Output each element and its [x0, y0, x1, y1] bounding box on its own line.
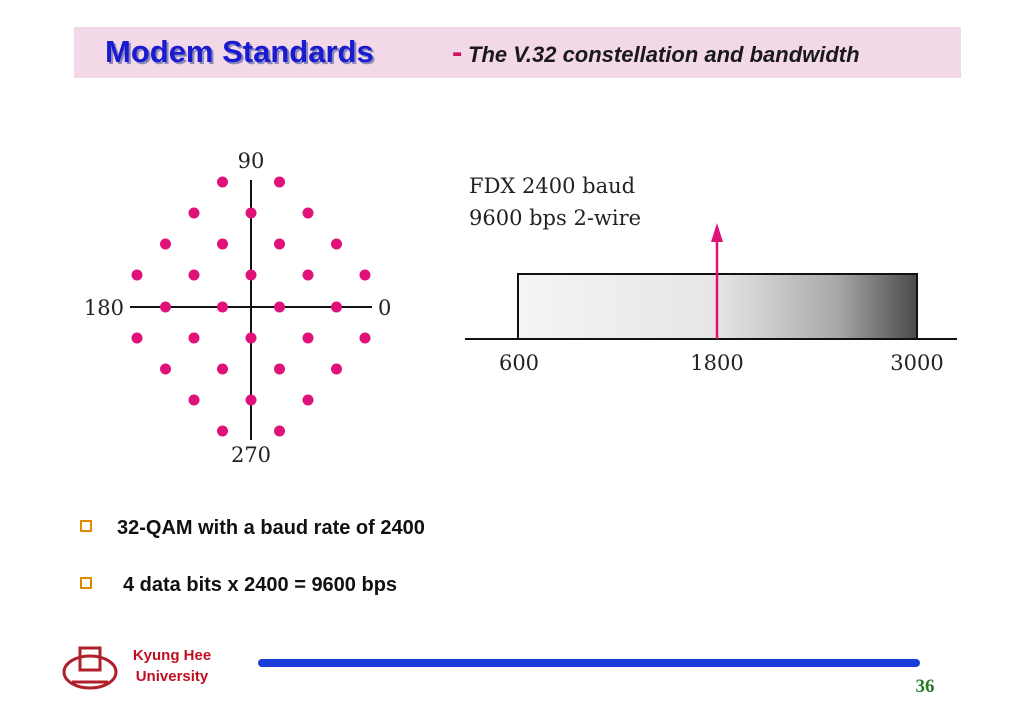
frequency-label: 600 — [499, 351, 539, 375]
bullet-icon — [80, 520, 92, 532]
constellation-point — [331, 238, 342, 250]
constellation-point — [217, 176, 228, 188]
caption: FDX 2400 baud — [469, 174, 635, 198]
title: Modem Standards — [105, 34, 374, 69]
constellation-point — [359, 269, 371, 281]
arrow-head — [711, 223, 723, 242]
constellation-point — [274, 363, 285, 375]
constellation-point — [274, 425, 285, 437]
title-separator: - — [452, 34, 462, 69]
constellation-point — [160, 301, 171, 313]
constellation-point — [217, 238, 228, 250]
constellation-point — [245, 394, 257, 406]
constellation-point — [331, 363, 342, 375]
constellation-point — [217, 301, 228, 313]
angle-label: 180 — [84, 296, 124, 320]
constellation-point — [245, 269, 257, 281]
frequency-label: 1800 — [690, 351, 743, 375]
title-shadow: Modem Standards — [107, 36, 376, 71]
constellation-point — [274, 176, 285, 188]
caption: 9600 bps 2-wire — [469, 206, 641, 230]
frequency-label: 3000 — [890, 351, 943, 375]
constellation-point — [131, 269, 143, 281]
angle-label: 0 — [378, 296, 391, 320]
university-name: University — [136, 668, 209, 685]
constellation-point — [188, 332, 200, 344]
constellation-point — [217, 425, 228, 437]
constellation-point — [245, 332, 257, 344]
constellation-point — [188, 269, 200, 281]
constellation-point — [245, 207, 257, 219]
page-number: 36 — [916, 676, 935, 697]
constellation-point — [160, 363, 171, 375]
angle-label: 270 — [231, 443, 271, 467]
bullet-text: 32-QAM with a baud rate of 2400 — [117, 517, 425, 539]
constellation-point — [131, 332, 143, 344]
constellation-point — [217, 363, 228, 375]
logo — [62, 646, 118, 690]
bandwidth-diagram: FDX 2400 baud 9600 bps 2-wire 600 1800 3… — [465, 174, 957, 375]
constellation-point — [331, 301, 342, 313]
constellation-point — [160, 238, 171, 250]
header-band — [74, 27, 961, 78]
constellation-point — [302, 207, 314, 219]
constellation-point — [274, 238, 285, 250]
subtitle: The V.32 constellation and bandwidth — [468, 42, 860, 67]
angle-label: 90 — [238, 149, 265, 173]
bullet-icon — [80, 577, 92, 589]
constellation-point — [302, 332, 314, 344]
constellation-point — [359, 332, 371, 344]
constellation-point — [188, 207, 200, 219]
constellation-point — [274, 301, 285, 313]
constellation-point — [302, 394, 314, 406]
constellation-point — [302, 269, 314, 281]
university-name: Kyung Hee — [133, 647, 211, 664]
bullet-text: 4 data bits x 2400 = 9600 bps — [123, 574, 397, 596]
constellation: 90 180 0 270 — [84, 149, 391, 467]
constellation-point — [188, 394, 200, 406]
